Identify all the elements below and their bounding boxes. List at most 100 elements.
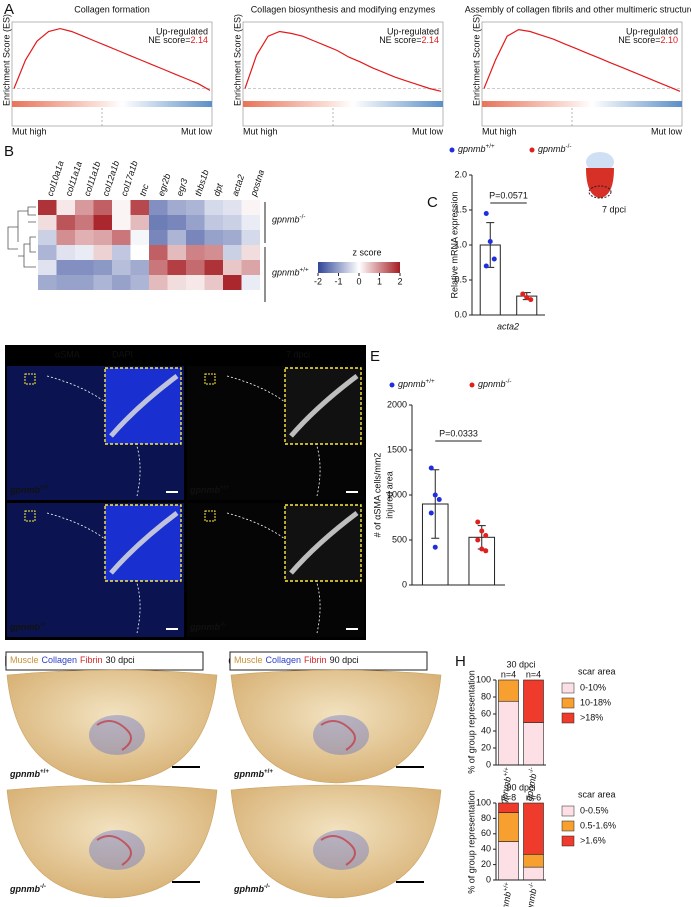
- heatmap-cell: [186, 260, 205, 275]
- data-point: [475, 519, 481, 525]
- heatmap-cell: [204, 200, 223, 215]
- legend-label: 10-18%: [580, 697, 611, 707]
- data-point: [524, 295, 530, 300]
- heatmap-cell: [241, 245, 260, 260]
- bar-segment: [523, 679, 544, 723]
- heatmap-cell: [56, 275, 75, 290]
- heatmap-cell: [112, 245, 131, 260]
- panel-label: C: [427, 194, 438, 211]
- inset-signal: [289, 374, 359, 438]
- heatmap-cell: [223, 200, 242, 215]
- heatmap-cell: [75, 230, 94, 245]
- data-point: [491, 256, 497, 262]
- heatmap-cell: [241, 260, 260, 275]
- n-label: n=8: [501, 792, 516, 802]
- heatmap-cell: [223, 230, 242, 245]
- genotype: +/+: [40, 484, 49, 491]
- y-tick-label: 0: [402, 579, 407, 589]
- gene-name: gpnmb: [538, 144, 566, 154]
- fibrin: [96, 720, 132, 751]
- fibrin: [320, 720, 356, 751]
- gene-label: egr3: [174, 177, 189, 197]
- genotype-label: gpnmb-/-: [272, 214, 305, 225]
- gene-label: col10a1a: [45, 160, 66, 198]
- heatmap-cell: [167, 215, 186, 230]
- data-point: [436, 497, 442, 502]
- x-label: Mut high: [482, 126, 517, 136]
- legend-swatch: [561, 835, 575, 847]
- y-tick-label: 40: [481, 844, 491, 854]
- heatmap-cell: [75, 200, 94, 215]
- rank-ribbon: [243, 101, 443, 107]
- legend-label: >18%: [580, 712, 603, 722]
- gene-name: gphmb: [233, 884, 264, 894]
- axis-label: % of group representation: [466, 670, 476, 774]
- y-tick-label: 1.0: [454, 239, 467, 249]
- gene-name: gpnmb: [189, 622, 220, 632]
- scar: [313, 715, 369, 755]
- heatmap-cell: [93, 260, 112, 275]
- genotype: +/+: [502, 882, 511, 892]
- legend-label: >1.6%: [580, 835, 606, 845]
- category-label: gpnmb-/-: [523, 767, 540, 802]
- panel-label: B: [4, 143, 14, 160]
- tissue-section: [6, 784, 218, 899]
- genotype-label: gpnmb+/+: [272, 267, 309, 278]
- y-tick-label: 100: [476, 797, 491, 807]
- genotype-label: gpnmb+/+: [189, 484, 229, 495]
- category-label: gpnmb+/+: [497, 767, 514, 805]
- stain-name: Collagen: [42, 655, 78, 665]
- chart-title: 30 dpci: [506, 659, 535, 669]
- plot-frame: [481, 21, 683, 127]
- x-label: Mut low: [181, 126, 213, 136]
- plot-frame: [242, 21, 444, 127]
- y-tick-label: 1.5: [454, 204, 467, 214]
- bar-segment: [523, 853, 544, 868]
- es-curve: [244, 30, 442, 92]
- legend-swatch: [561, 697, 575, 709]
- plot-title: Assembly of collagen fibrils and other m…: [465, 4, 691, 14]
- heatmap-cell: [149, 275, 168, 290]
- panel-label: E: [370, 348, 380, 365]
- axis-label: Enrichment Score (ES): [1, 14, 11, 106]
- roi-box: [204, 510, 216, 522]
- colorbar-tick-label: 0: [356, 276, 361, 286]
- heatmap-cell: [56, 230, 75, 245]
- bar-segment: [498, 802, 519, 813]
- category-label: gpnmb+/+: [497, 882, 514, 907]
- gene-name: gpnmb: [524, 773, 539, 802]
- gene-label: postna: [248, 169, 266, 199]
- data-point: [487, 239, 493, 244]
- legend-label: 0-0.5%: [580, 805, 609, 815]
- y-tick-label: 2.0: [454, 169, 467, 179]
- genotype: -/-: [528, 767, 536, 774]
- heatmap-cell: [112, 260, 131, 275]
- heart-icon: [586, 152, 614, 199]
- heatmap-cell: [186, 275, 205, 290]
- data-point: [432, 492, 438, 498]
- y-tick-label: 1500: [387, 444, 407, 454]
- gene-name: gpnmb: [9, 769, 40, 779]
- data-point: [432, 544, 438, 550]
- rank-ribbon: [482, 101, 682, 107]
- genotype: +/+: [486, 143, 495, 150]
- data-point: [528, 297, 534, 303]
- ne-value: 2.14: [421, 35, 439, 45]
- heatmap-cell: [223, 215, 242, 230]
- legend-title: scar area: [578, 789, 616, 799]
- heatmap-cell: [204, 215, 223, 230]
- channel-label: 7 dpci: [286, 349, 310, 359]
- p-value: P=0.0571: [489, 190, 528, 200]
- gene-name: gpnmb: [524, 888, 539, 907]
- heatmap-cell: [223, 275, 242, 290]
- gene-label: acta2: [230, 173, 246, 197]
- gene-name: gpnmb: [499, 776, 514, 805]
- timepoint: 30 dpci: [106, 655, 135, 665]
- legend-title: scar area: [578, 666, 616, 676]
- genotype: -/-: [40, 621, 46, 628]
- gene-name: gpnmb: [272, 215, 300, 225]
- bar-segment: [498, 841, 519, 881]
- legend-dot: [449, 147, 455, 153]
- gene-name: gpnmb: [9, 622, 40, 632]
